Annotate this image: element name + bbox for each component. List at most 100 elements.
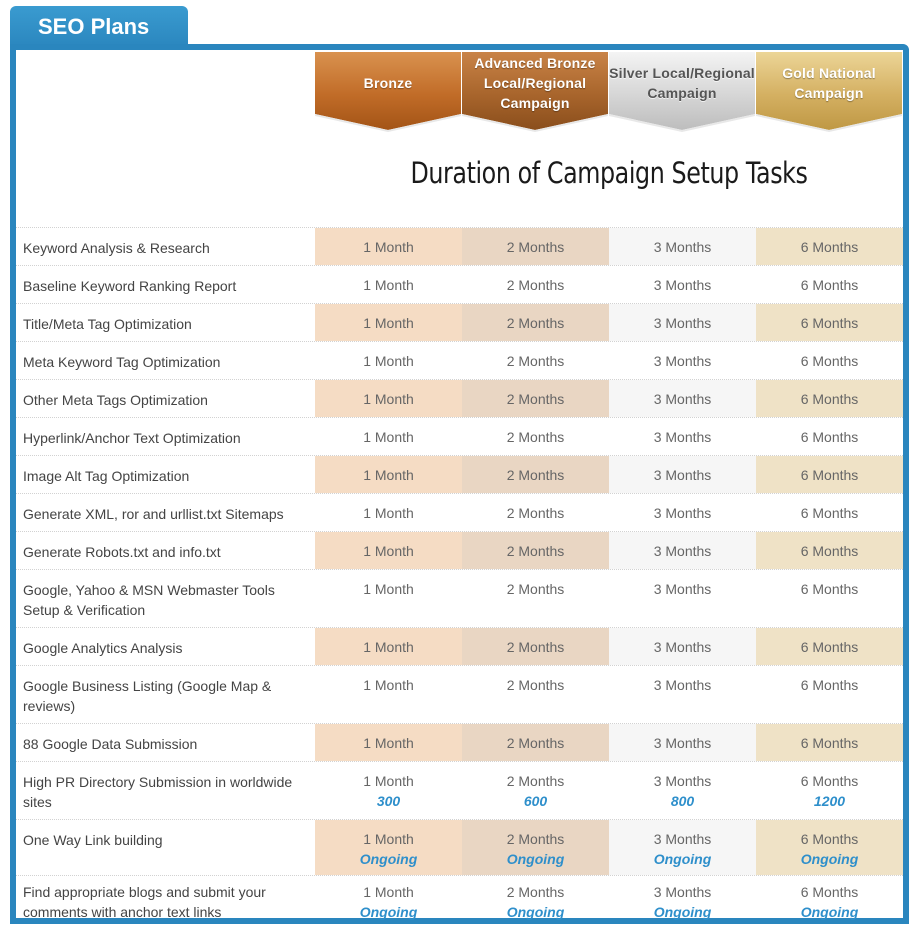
silver-duration: 3 Months	[653, 429, 712, 445]
gold-duration: 6 Months	[800, 429, 859, 445]
bronze-duration: 1 Month Ongoing	[315, 876, 462, 933]
task-name: 88 Google Data Submission	[23, 736, 198, 752]
bronze-duration: 1 Month	[315, 628, 462, 665]
table-row: One Way Link building 1 Month Ongoing 2 M…	[16, 819, 903, 875]
silver-duration: 3 Months	[653, 505, 712, 521]
bronze-duration: 1 Month	[363, 677, 414, 693]
gold-duration: 6 Months	[800, 581, 859, 597]
seo-plans-tab[interactable]: SEO Plans	[10, 6, 188, 48]
table-row: Baseline Keyword Ranking Report 1 Month …	[16, 265, 903, 303]
plan-header-silver: Silver Local/Regional Campaign	[609, 52, 755, 132]
table-row: High PR Directory Submission in worldwid…	[16, 761, 903, 819]
table-row: 88 Google Data Submission 1 Month 2 Mont…	[16, 723, 903, 761]
task-name: Find appropriate blogs and submit your c…	[23, 884, 266, 920]
advanced-bronze-duration: 2 Months Ongoing	[462, 876, 609, 933]
advanced-bronze-duration: 2 Months	[506, 353, 565, 369]
gold-duration: 6 Months	[800, 677, 859, 693]
bronze-duration: 1 Month	[315, 304, 462, 341]
task-name: Title/Meta Tag Optimization	[23, 316, 192, 332]
bronze-duration: 1 Month Ongoing	[315, 820, 462, 875]
bronze-duration: 1 Month	[363, 277, 414, 293]
gold-duration: 6 Months	[756, 380, 903, 417]
advanced-bronze-duration: 2 Months	[506, 581, 565, 597]
task-name: Google Analytics Analysis	[23, 640, 183, 656]
gold-duration: 6 Months	[756, 304, 903, 341]
advanced-bronze-duration: 2 Months Ongoing	[462, 820, 609, 875]
task-name: Baseline Keyword Ranking Report	[23, 278, 237, 294]
ongoing-label: Ongoing	[359, 851, 418, 867]
ongoing-label: Ongoing	[359, 904, 418, 920]
table-row: Find appropriate blogs and submit your c…	[16, 875, 903, 933]
gold-duration: 6 Months Ongoing	[756, 820, 903, 875]
ongoing-label: Ongoing	[506, 904, 565, 920]
ongoing-label: Ongoing	[800, 851, 859, 867]
submission-count: 300	[376, 793, 401, 809]
task-name: Keyword Analysis & Research	[23, 240, 210, 256]
bronze-duration: 1 Month	[315, 724, 462, 761]
silver-ribbon-icon	[609, 52, 755, 132]
gold-duration: 6 Months	[800, 505, 859, 521]
silver-duration: 3 Months	[609, 724, 756, 761]
task-name: Google Business Listing (Google Map & re…	[23, 678, 272, 714]
plan-label: Gold National Campaign	[782, 65, 876, 101]
plan-header-gold: Gold National Campaign	[756, 52, 902, 132]
task-name: High PR Directory Submission in worldwid…	[23, 774, 293, 810]
gold-duration: 6 Months	[756, 628, 903, 665]
advanced-bronze-ribbon-icon	[462, 52, 608, 132]
task-name: Google, Yahoo & MSN Webmaster Tools Setu…	[23, 582, 275, 618]
bronze-duration: 1 Month	[363, 505, 414, 521]
silver-duration: 3 Months	[609, 628, 756, 665]
task-name: Meta Keyword Tag Optimization	[23, 354, 221, 370]
task-name: Generate Robots.txt and info.txt	[23, 544, 221, 560]
table-row: Generate XML, ror and urllist.txt Sitema…	[16, 493, 903, 531]
tab-title: SEO Plans	[38, 14, 150, 39]
silver-duration: 3 Months	[609, 456, 756, 493]
bronze-duration: 1 Month	[363, 581, 414, 597]
task-name: Image Alt Tag Optimization	[23, 468, 190, 484]
bronze-duration: 1 Month	[315, 532, 462, 569]
advanced-bronze-duration: 2 Months	[462, 724, 609, 761]
bronze-ribbon-icon	[315, 52, 461, 132]
table-row: Image Alt Tag Optimization 1 Month 2 Mon…	[16, 455, 903, 493]
silver-duration: 3 Months	[653, 277, 712, 293]
ongoing-label: Ongoing	[800, 904, 859, 920]
plan-header-advanced-bronze: Advanced Bronze Local/Regional Campaign	[462, 52, 608, 132]
gold-duration: 6 Months	[800, 353, 859, 369]
section-title: Duration of Campaign Setup Tasks	[410, 156, 808, 190]
ongoing-label: Ongoing	[653, 904, 712, 920]
gold-duration: 6 Months	[756, 724, 903, 761]
plan-header-bronze: Bronze	[315, 52, 461, 132]
advanced-bronze-duration: 2 Months	[506, 677, 565, 693]
advanced-bronze-duration: 2 Months	[462, 628, 609, 665]
table-row: Other Meta Tags Optimization 1 Month 2 M…	[16, 379, 903, 417]
task-name: Hyperlink/Anchor Text Optimization	[23, 430, 241, 446]
advanced-bronze-duration: 2 Months	[506, 429, 565, 445]
silver-duration: 3 Months Ongoing	[609, 820, 756, 875]
silver-duration: 3 Months Ongoing	[609, 876, 756, 933]
advanced-bronze-duration: 2 Months	[462, 380, 609, 417]
bronze-duration: 1 Month	[363, 429, 414, 445]
task-name: One Way Link building	[23, 832, 163, 848]
advanced-bronze-duration: 2 Months	[462, 456, 609, 493]
task-name: Generate XML, ror and urllist.txt Sitema…	[23, 506, 284, 522]
silver-duration: 3 Months	[653, 353, 712, 369]
silver-duration: 3 Months	[653, 677, 712, 693]
ongoing-label: Ongoing	[653, 851, 712, 867]
gold-duration: 6 Months 1200	[756, 762, 903, 819]
silver-duration: 3 Months	[609, 380, 756, 417]
table-row: Title/Meta Tag Optimization 1 Month 2 Mo…	[16, 303, 903, 341]
table-row: Meta Keyword Tag Optimization 1 Month 2 …	[16, 341, 903, 379]
gold-duration: 6 Months	[756, 456, 903, 493]
bronze-duration: 1 Month	[315, 380, 462, 417]
silver-duration: 3 Months	[609, 532, 756, 569]
advanced-bronze-duration: 2 Months	[462, 304, 609, 341]
duration-table: Keyword Analysis & Research 1 Month 2 Mo…	[16, 227, 903, 933]
submission-count: 1200	[813, 793, 846, 809]
submission-count: 600	[523, 793, 548, 809]
bronze-duration: 1 Month 300	[315, 762, 462, 819]
submission-count: 800	[670, 793, 695, 809]
table-row: Generate Robots.txt and info.txt 1 Month…	[16, 531, 903, 569]
plan-label: Bronze	[363, 75, 413, 91]
plan-label: Advanced Bronze Local/Regional Campaign	[474, 55, 596, 111]
bronze-duration: 1 Month	[315, 228, 462, 265]
